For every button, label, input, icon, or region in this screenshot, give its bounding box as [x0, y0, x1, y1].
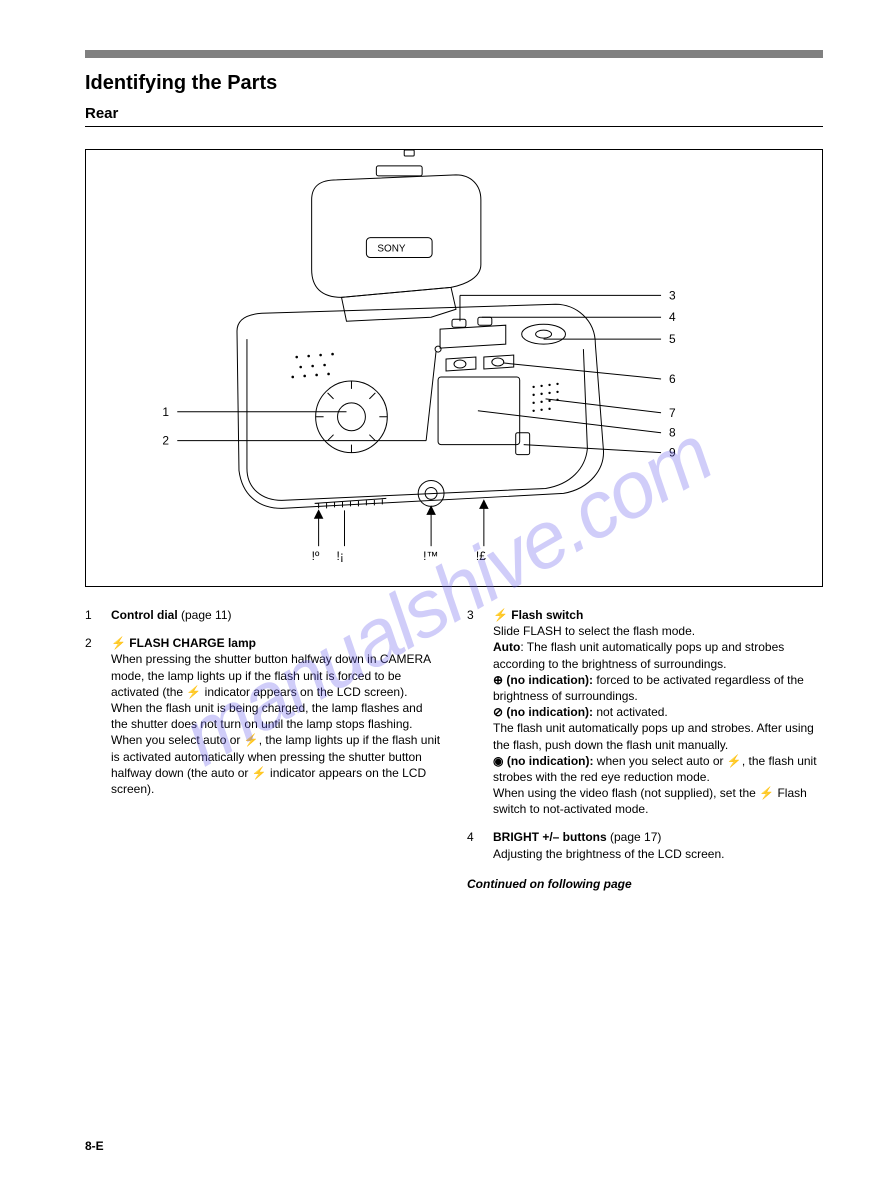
- column-right: 3 ⚡ Flash switch Slide FLASH to select t…: [467, 607, 823, 892]
- body-columns: 1 Control dial (page 11) 2 ⚡ FLASH CHARG…: [85, 607, 823, 892]
- item-label: Control dial: [111, 608, 178, 622]
- item-body: ⚡ FLASH CHARGE lamp When pressing the sh…: [111, 635, 441, 797]
- svg-text:2: 2: [162, 434, 169, 448]
- redeye-icon: ◉: [493, 754, 503, 768]
- svg-text:6: 6: [669, 372, 676, 386]
- item-note: (page 11): [181, 608, 231, 622]
- header-bar: [85, 50, 823, 58]
- section-subtitle: Rear: [85, 105, 823, 122]
- item-3: 3 ⚡ Flash switch Slide FLASH to select t…: [467, 607, 823, 817]
- svg-text:!º: !º: [312, 549, 320, 563]
- item-2: 2 ⚡ FLASH CHARGE lamp When pressing the …: [85, 635, 441, 797]
- svg-text:4: 4: [669, 310, 676, 324]
- svg-text:!™: !™: [423, 549, 438, 563]
- flash-icon: ⚡: [252, 766, 267, 780]
- item-body: BRIGHT +/– buttons (page 17) Adjusting t…: [493, 829, 823, 861]
- subtitle-rule: Rear: [85, 105, 823, 127]
- svg-text:3: 3: [669, 288, 676, 302]
- svg-text:9: 9: [669, 446, 676, 460]
- flash-icon: ⚡: [111, 636, 126, 650]
- page-number: 8-E: [85, 1139, 104, 1153]
- continued-label: Continued on following page: [467, 876, 823, 892]
- flash-icon: ⚡: [493, 608, 508, 622]
- item-number: 3: [467, 607, 493, 817]
- item-label: FLASH CHARGE lamp: [129, 636, 256, 650]
- item-body: Control dial (page 11): [111, 607, 441, 623]
- camera-diagram: SONY: [86, 150, 821, 586]
- svg-text:7: 7: [669, 406, 676, 420]
- svg-text:SONY: SONY: [377, 244, 406, 255]
- svg-text:5: 5: [669, 332, 676, 346]
- flash-off-icon: ⊘: [493, 705, 503, 719]
- item-1: 1 Control dial (page 11): [85, 607, 441, 623]
- item-4: 4 BRIGHT +/– buttons (page 17) Adjusting…: [467, 829, 823, 861]
- figure-container: SONY: [85, 149, 823, 587]
- svg-text:!¡: !¡: [337, 549, 344, 563]
- flash-icon: ⚡: [186, 685, 201, 699]
- svg-text:1: 1: [162, 405, 169, 419]
- flash-icon: ⚡: [727, 754, 742, 768]
- item-number: 2: [85, 635, 111, 797]
- svg-text:8: 8: [669, 426, 676, 440]
- item-note: (page 17): [610, 830, 661, 844]
- item-label: BRIGHT +/– buttons: [493, 830, 607, 844]
- svg-text:!£: !£: [476, 549, 486, 563]
- flash-circle-icon: ⊕: [493, 673, 503, 687]
- item-body: ⚡ Flash switch Slide FLASH to select the…: [493, 607, 823, 817]
- flash-icon: ⚡: [244, 733, 259, 747]
- column-left: 1 Control dial (page 11) 2 ⚡ FLASH CHARG…: [85, 607, 441, 892]
- flash-icon: ⚡: [759, 786, 774, 800]
- item-number: 1: [85, 607, 111, 623]
- item-number: 4: [467, 829, 493, 861]
- page-title: Identifying the Parts: [85, 72, 823, 95]
